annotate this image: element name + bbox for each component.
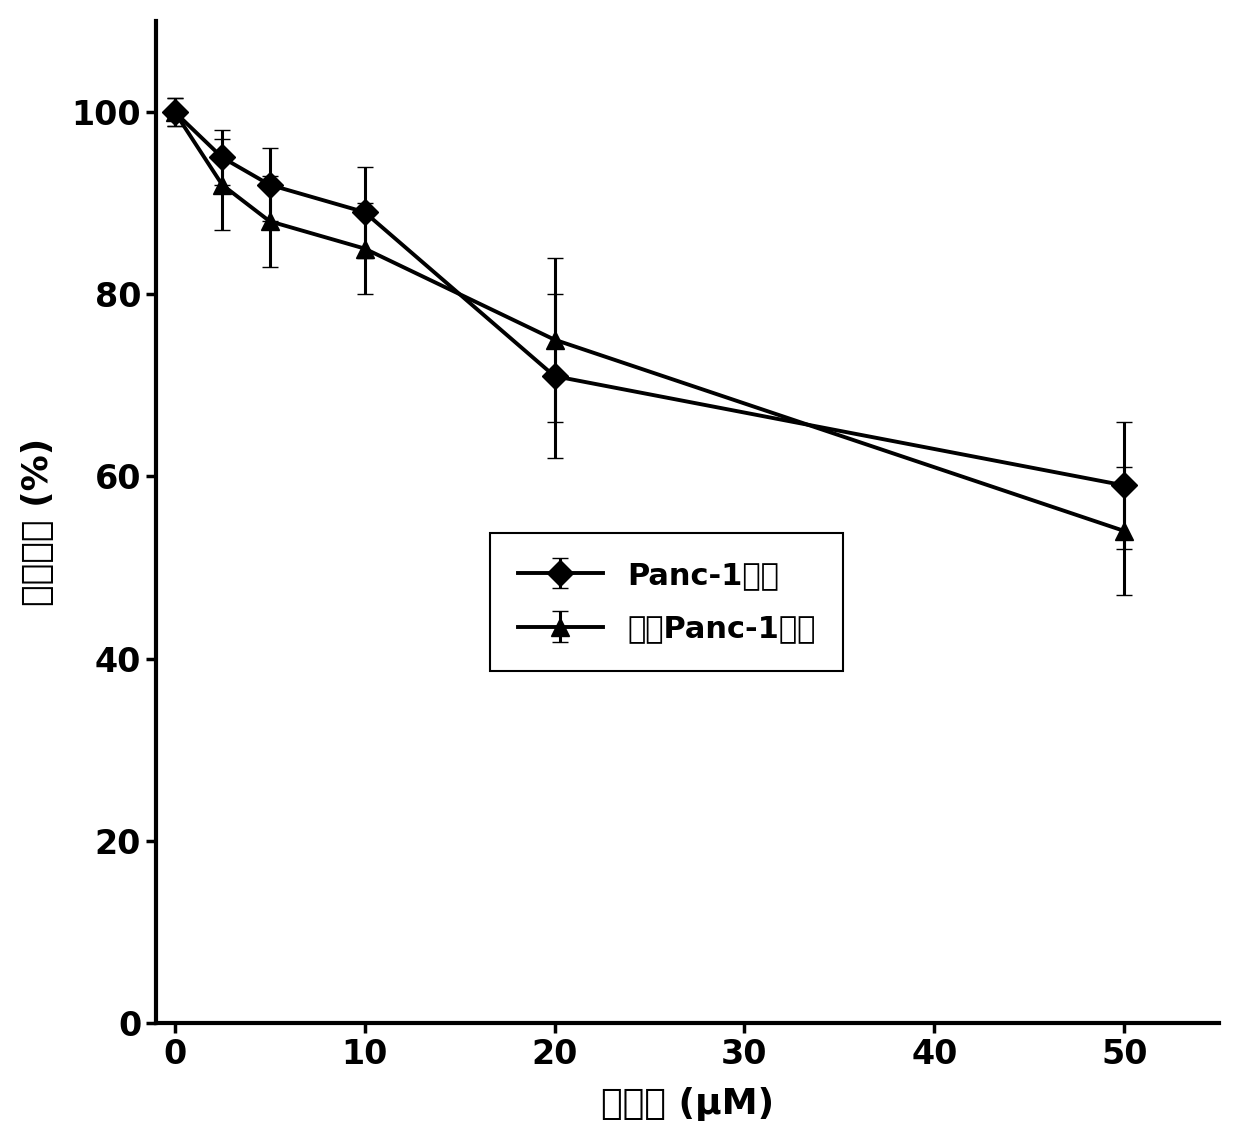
X-axis label: 药根碱 (μM): 药根碱 (μM) [601,1087,774,1121]
Y-axis label: 活细胞数 (%): 活细胞数 (%) [21,437,55,606]
Legend: Panc-1细胞, 耐药Panc-1细胞: Panc-1细胞, 耐药Panc-1细胞 [490,533,843,670]
